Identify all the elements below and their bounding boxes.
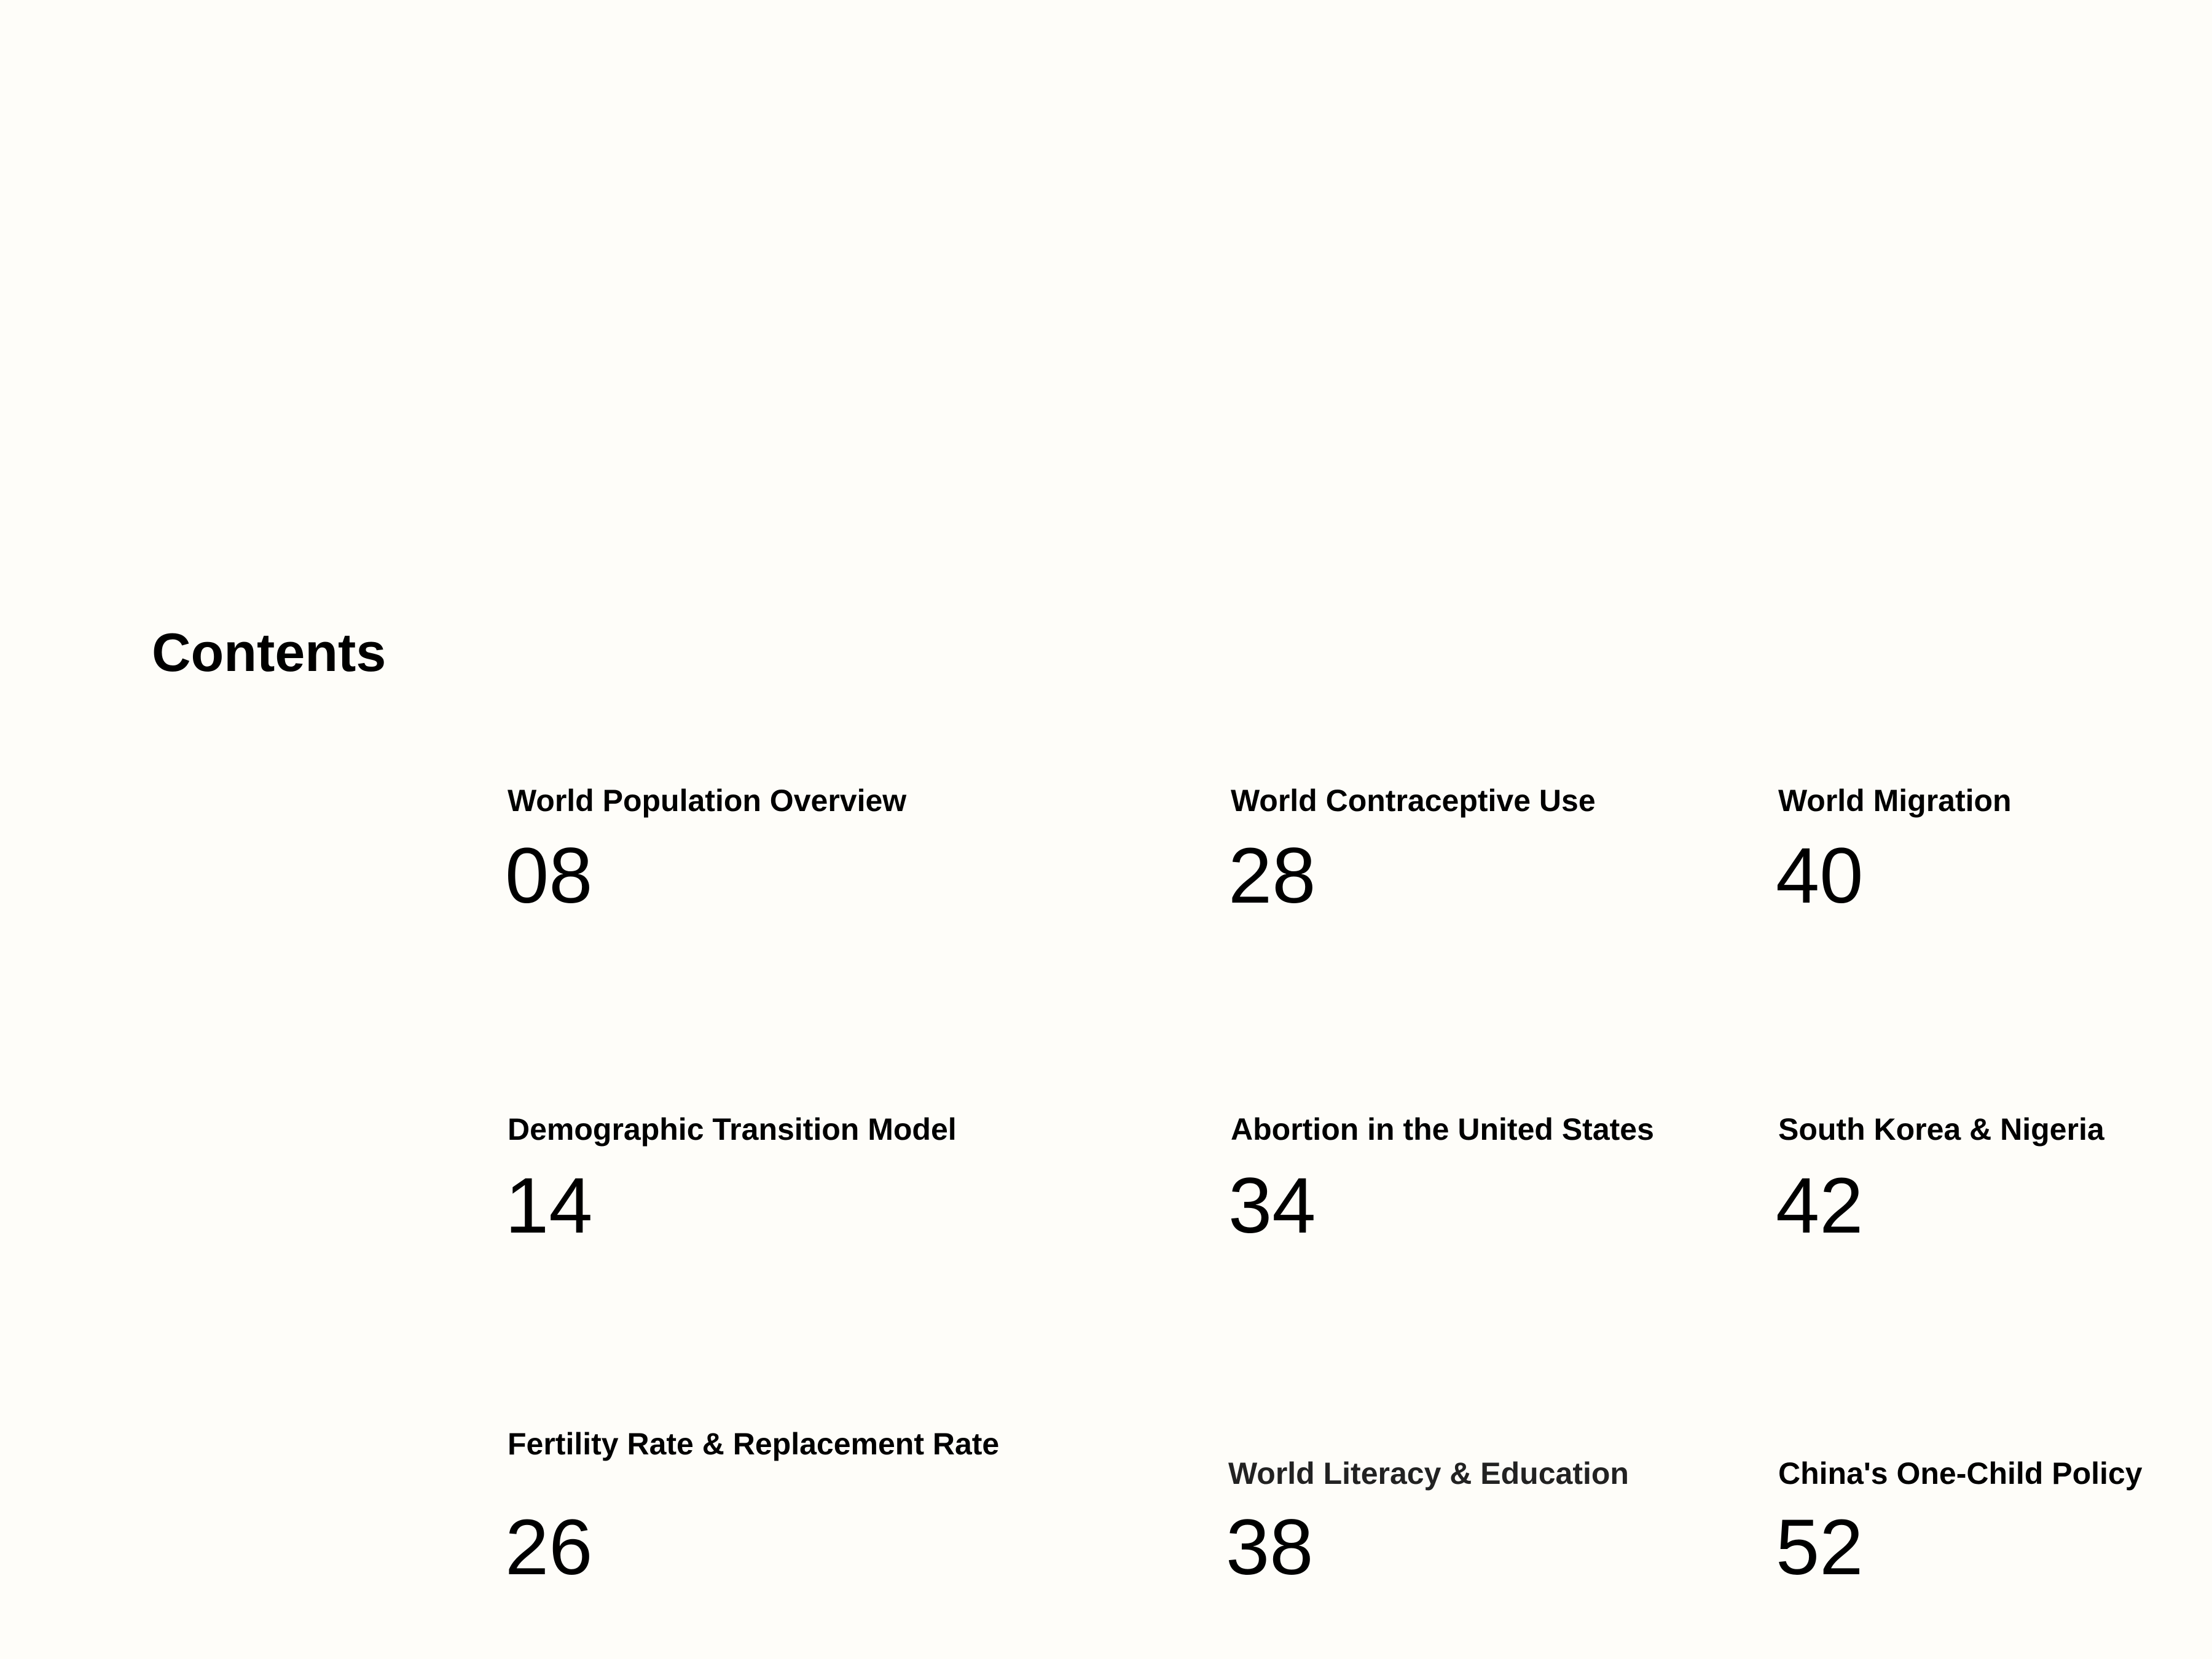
toc-entry-title: World Literacy & Education <box>1228 1456 1629 1491</box>
toc-entry[interactable]: World Literacy & Education 38 <box>1226 1456 1629 1587</box>
toc-entry-page: 42 <box>1776 1162 1864 1250</box>
toc-entry[interactable]: Demographic Transition Model 14 <box>505 1112 957 1245</box>
toc-entry-title: Fertility Rate & Replacement Rate <box>508 1427 1000 1461</box>
toc-entry[interactable]: World Migration 40 <box>1776 783 2012 916</box>
toc-entry-page: 52 <box>1776 1504 1864 1591</box>
contents-heading: Contents <box>152 622 386 683</box>
toc-entry[interactable]: Fertility Rate & Replacement Rate 26 <box>505 1427 1000 1587</box>
toc-entry-title: World Migration <box>1778 783 2012 818</box>
toc-entry-title: China's One-Child Policy <box>1778 1456 2143 1491</box>
toc-entry-page: 28 <box>1228 832 1316 920</box>
toc-entry-title: World Contraceptive Use <box>1231 783 1596 818</box>
toc-entry[interactable]: World Contraceptive Use 28 <box>1228 783 1596 916</box>
toc-entry-title: Demographic Transition Model <box>508 1112 957 1147</box>
toc-entry-page: 14 <box>505 1162 593 1250</box>
toc-entry[interactable]: Abortion in the United States 34 <box>1228 1112 1654 1245</box>
toc-entry-page: 26 <box>505 1504 593 1591</box>
toc-entry-title: Abortion in the United States <box>1231 1112 1654 1147</box>
toc-entry[interactable]: South Korea & Nigeria 42 <box>1776 1112 2104 1245</box>
toc-entry[interactable]: World Population Overview 08 <box>505 783 907 916</box>
toc-entry-page: 08 <box>505 832 593 920</box>
toc-entry-title: South Korea & Nigeria <box>1778 1112 2104 1147</box>
toc-entry-title: World Population Overview <box>508 783 907 818</box>
toc-entry-page: 40 <box>1776 832 1864 920</box>
toc-entry[interactable]: China's One-Child Policy 52 <box>1776 1456 2143 1587</box>
toc-entry-page: 38 <box>1226 1504 1314 1591</box>
toc-entry-page: 34 <box>1228 1162 1316 1250</box>
